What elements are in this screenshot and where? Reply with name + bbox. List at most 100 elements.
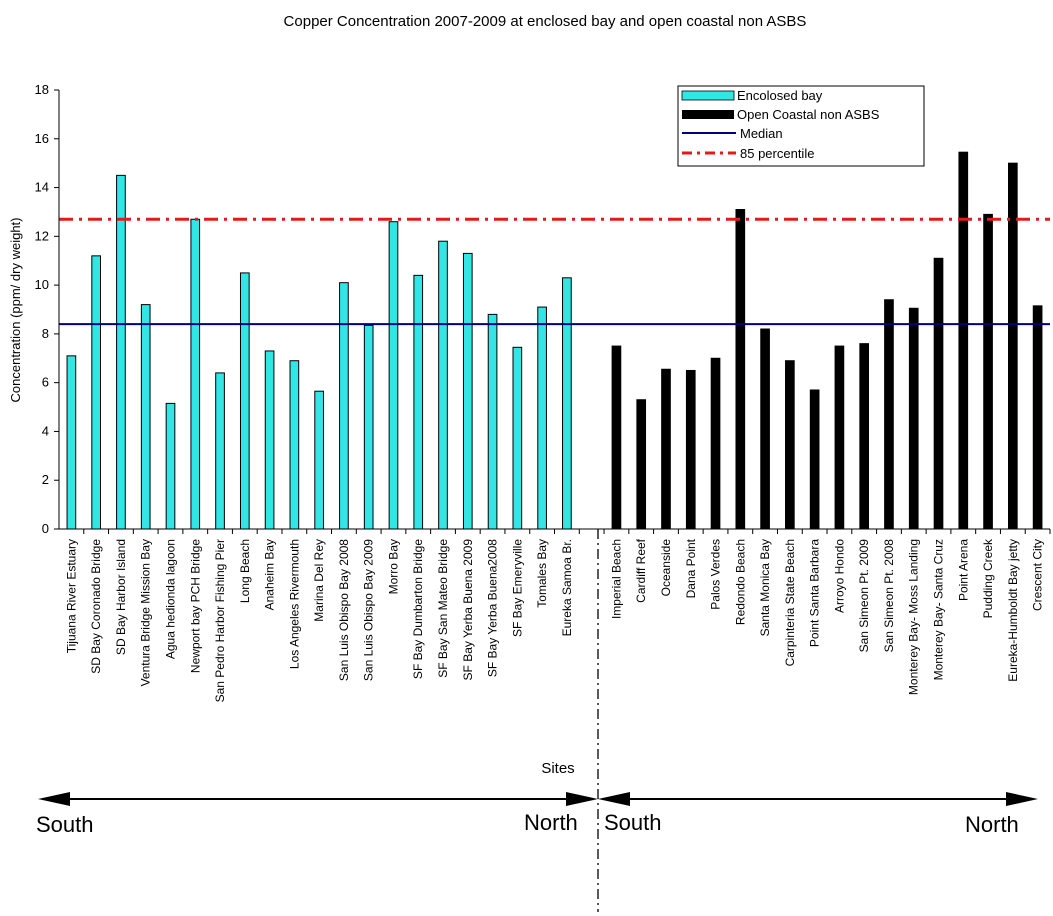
x-tick-label: Anaheim Bay xyxy=(263,539,277,610)
x-tick-label: SF Bay Emeryville xyxy=(510,539,524,637)
left-south-label: South xyxy=(36,812,94,837)
x-tick-label: Long Beach xyxy=(238,539,252,603)
x-tick-label: San Simeon Pt. 2008 xyxy=(882,539,896,653)
x-tick-label: Crescent City xyxy=(1031,539,1045,611)
y-tick-label: 4 xyxy=(42,423,49,438)
bar xyxy=(462,252,473,530)
legend: Encolosed bay Open Coastal non ASBS Medi… xyxy=(677,85,925,167)
x-tick-label: Eureka-Humboldt Bay jetty xyxy=(1006,539,1020,682)
bar xyxy=(215,372,225,530)
bar xyxy=(562,277,572,530)
x-tick-label: SF Bay San Mateo Bridge xyxy=(436,539,450,678)
bar xyxy=(363,324,374,530)
x-tick-label: Pudding Creek xyxy=(981,538,995,618)
bar xyxy=(661,368,671,530)
x-tick-label: Imperial Beach xyxy=(609,539,623,619)
bar xyxy=(487,313,498,530)
x-tick-label: SF Bay Dumbarton Bridge xyxy=(411,539,425,679)
bar xyxy=(884,299,894,530)
bar xyxy=(116,174,126,530)
legend-swatch-enclosed xyxy=(681,90,735,101)
x-tick-label: Dana Point xyxy=(684,538,698,598)
bar xyxy=(413,274,424,530)
bar xyxy=(760,328,770,530)
x-tick-label: Marina Del Rey xyxy=(312,539,326,622)
legend-label-85-percentile: 85 percentile xyxy=(740,146,814,161)
x-tick-label: Palos Verdes xyxy=(709,539,723,610)
y-tick-label: 16 xyxy=(35,131,49,146)
y-tick-label: 2 xyxy=(42,472,49,487)
x-tick-label: Oceanside xyxy=(659,539,673,597)
bar xyxy=(239,272,250,530)
x-tick-label: SF Bay Yerba Buena2008 xyxy=(486,539,500,677)
left-north-label: North xyxy=(524,810,578,835)
x-tick-label: San Luis Obispo Bay 2008 xyxy=(337,539,351,681)
legend-label-median: Median xyxy=(740,126,783,141)
bar xyxy=(834,345,845,530)
bar xyxy=(908,307,919,530)
x-tick-label: Cardiff Reef xyxy=(634,538,648,602)
x-tick-label: Point Arena xyxy=(956,539,970,601)
bar xyxy=(140,304,151,530)
y-tick-label: 8 xyxy=(42,326,49,341)
x-tick-label: San Pedro Harbor Fishing Pier xyxy=(213,539,227,702)
x-tick-label: Redondo Beach xyxy=(733,539,747,625)
bar xyxy=(983,213,993,530)
x-axis-label: Sites xyxy=(541,760,574,777)
bar xyxy=(933,257,944,530)
x-tick-label: San Simeon Pt. 2009 xyxy=(857,539,871,653)
y-axis: 0 2 4 6 8 10 12 14 16 18 xyxy=(35,82,59,536)
y-tick-label: 0 xyxy=(42,521,49,536)
direction-arrow-right xyxy=(598,792,1038,806)
x-tick-label: Tijuana River Estuary xyxy=(64,539,78,653)
y-tick-label: 14 xyxy=(35,180,49,195)
right-south-label: South xyxy=(604,810,662,835)
x-tick-label: SD Bay Harbor Island xyxy=(114,539,128,655)
bar xyxy=(859,343,870,530)
bars xyxy=(66,151,1051,534)
x-tick-label: San Luis Obispo Bay 2009 xyxy=(362,539,376,681)
bar xyxy=(438,240,448,530)
x-tick-label: Santa Monica Bay xyxy=(758,539,772,636)
reference-lines xyxy=(59,217,1050,326)
bar xyxy=(611,345,622,530)
legend-swatch-open xyxy=(682,110,734,119)
bar xyxy=(636,399,647,530)
x-tick-label: Agua hedionda lagoon xyxy=(163,539,177,659)
bar xyxy=(339,282,349,530)
bar xyxy=(190,218,201,530)
x-tick-label: Monterey Bay- Moss Landing xyxy=(907,539,921,695)
x-tick-label: SD Bay Coronado Bridge xyxy=(89,539,103,674)
bar xyxy=(809,389,820,530)
bar xyxy=(91,255,101,530)
bar xyxy=(314,390,324,530)
y-tick-label: 10 xyxy=(35,277,49,292)
x-tick-label: Los Angeles Rivermouth xyxy=(287,539,301,669)
bar xyxy=(1032,305,1043,530)
bar xyxy=(165,402,176,530)
bar xyxy=(735,209,746,530)
bar xyxy=(537,306,547,530)
bar xyxy=(958,151,969,530)
bar xyxy=(710,357,721,530)
x-tick-label: Tomales Bay xyxy=(535,539,549,608)
x-tick-label: Arroyo Hondo xyxy=(832,539,846,613)
x-tick-label: SF Bay Yerba Buena 2009 xyxy=(461,539,475,681)
right-north-label: North xyxy=(965,812,1019,837)
legend-label-enclosed: Encolosed bay xyxy=(737,88,823,103)
x-tick-label: Point Santa Barbara xyxy=(808,539,822,647)
x-axis-labels: Tijuana River Estuary SD Bay Coronado Bri… xyxy=(64,538,1044,702)
y-tick-label: 18 xyxy=(35,82,49,97)
y-axis-label: Concentration (ppm/ dry weight) xyxy=(8,218,23,403)
bar xyxy=(289,360,300,530)
x-tick-label: Newport bay PCH Bridge xyxy=(188,539,202,673)
bar xyxy=(66,355,77,530)
x-tick-label: Eureka Samoa Br. xyxy=(560,539,574,636)
x-tick-label: Monterey Bay- Santa Cruz xyxy=(932,539,946,680)
x-tick-label: Carpinteria State Beach xyxy=(783,539,797,666)
x-tick-label: Morro Bay xyxy=(386,539,400,594)
bar xyxy=(785,360,795,530)
chart-title: Copper Concentration 2007-2009 at enclos… xyxy=(284,13,807,30)
x-tick-label: Ventura Bridge Mission Bay xyxy=(139,539,153,686)
